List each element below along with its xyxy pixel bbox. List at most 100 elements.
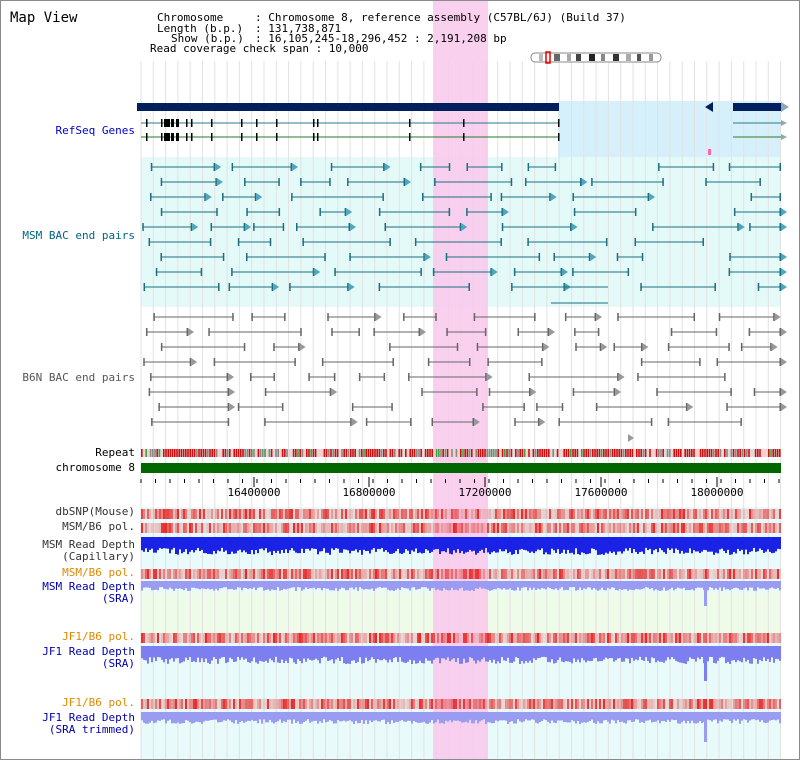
polymorphism-cell xyxy=(333,523,335,533)
depth-bar xyxy=(507,537,509,554)
depth-bar xyxy=(721,712,723,722)
polymorphism-cell xyxy=(701,569,703,579)
polymorphism-cell xyxy=(571,509,573,519)
exon xyxy=(276,119,278,127)
track-label-chromosome[interactable]: chromosome 8 xyxy=(55,461,135,474)
polymorphism-cell xyxy=(399,523,401,533)
depth-bar xyxy=(389,646,391,660)
polymorphism-cell xyxy=(195,569,197,579)
depth-bar xyxy=(489,537,491,555)
track-label-msm-bac[interactable]: MSM BAC end pairs xyxy=(22,229,135,242)
track-label-msm-b6-pol-2[interactable]: MSM/B6 pol. xyxy=(62,566,135,579)
depth-bar xyxy=(595,537,597,551)
depth-bar xyxy=(435,581,437,591)
polymorphism-cell xyxy=(451,569,453,579)
polymorphism-cell xyxy=(189,569,191,579)
depth-bar xyxy=(771,646,773,658)
track-label-msm-depth-sra[interactable]: MSM Read Depth xyxy=(42,580,135,593)
polymorphism-cell xyxy=(201,523,203,533)
polymorphism-cell xyxy=(541,569,543,579)
ideogram-band xyxy=(626,54,631,61)
depth-bar xyxy=(421,712,423,723)
polymorphism-cell xyxy=(377,699,379,709)
depth-bar xyxy=(735,646,737,663)
polymorphism-cell xyxy=(771,699,773,709)
polymorphism-cell xyxy=(355,523,357,533)
polymorphism-cell xyxy=(685,523,687,533)
depth-bar xyxy=(491,537,493,553)
repeat-block xyxy=(504,449,506,457)
track-label-jf1-depth-sra[interactable]: JF1 Read Depth xyxy=(42,645,135,658)
depth-bar xyxy=(601,646,603,662)
depth-bar xyxy=(187,581,189,591)
depth-bar xyxy=(271,712,273,723)
polymorphism-cell xyxy=(593,633,595,643)
track-label-b6n-bac[interactable]: B6N BAC end pairs xyxy=(22,371,135,384)
depth-bar xyxy=(697,537,699,552)
polymorphism-cell xyxy=(641,699,643,709)
polymorphism-cell xyxy=(311,509,313,519)
polymorphism-cell xyxy=(217,699,219,709)
polymorphism-cell xyxy=(275,569,277,579)
repeat-block xyxy=(321,449,323,457)
polymorphism-cell xyxy=(261,523,263,533)
track-label-dbsnp[interactable]: dbSNP(Mouse) xyxy=(55,505,135,518)
polymorphism-cell xyxy=(271,523,273,533)
polymorphism-cell xyxy=(621,509,623,519)
depth-bar xyxy=(317,712,319,724)
polymorphism-cell xyxy=(367,699,369,709)
polymorphism-cell xyxy=(513,633,515,643)
polymorphism-cell xyxy=(197,523,199,533)
polymorphism-cell xyxy=(475,523,477,533)
polymorphism-cell xyxy=(779,523,781,533)
repeat-block xyxy=(332,449,334,457)
repeat-block xyxy=(666,449,669,457)
polymorphism-cell xyxy=(191,569,193,579)
track-label-refseq[interactable]: RefSeq Genes xyxy=(55,124,135,137)
polymorphism-cell xyxy=(673,523,675,533)
depth-bar xyxy=(597,712,599,722)
depth-bar xyxy=(609,712,611,724)
depth-bar xyxy=(185,712,187,721)
depth-bar xyxy=(631,537,633,554)
bac-end xyxy=(153,313,155,321)
track-label-msm-b6-pol[interactable]: MSM/B6 pol. xyxy=(62,520,135,533)
track-label-jf1-b6-pol[interactable]: JF1/B6 pol. xyxy=(62,630,135,643)
polymorphism-cell xyxy=(677,569,679,579)
track-label-jf1-depth-trim[interactable]: JF1 Read Depth xyxy=(42,711,135,724)
track-label-repeat[interactable]: Repeat xyxy=(95,446,135,459)
polymorphism-cell xyxy=(291,633,293,643)
polymorphism-cell xyxy=(249,699,251,709)
track-label-msm-depth-cap[interactable]: MSM Read Depth xyxy=(42,538,135,551)
depth-bar xyxy=(337,581,339,591)
repeat-block xyxy=(202,449,205,457)
depth-bar xyxy=(167,712,169,721)
polymorphism-cell xyxy=(593,523,595,533)
polymorphism-cell xyxy=(485,523,487,533)
polymorphism-cell xyxy=(175,633,177,643)
polymorphism-cell xyxy=(507,509,509,519)
depth-bar xyxy=(343,712,345,721)
depth-bar xyxy=(661,581,663,591)
depth-bar xyxy=(183,646,185,662)
polymorphism-cell xyxy=(695,509,697,519)
polymorphism-cell xyxy=(489,569,491,579)
depth-bar xyxy=(441,581,443,591)
polymorphism-cell xyxy=(237,523,239,533)
repeat-block xyxy=(578,449,581,457)
track-label-jf1-b6-pol-2[interactable]: JF1/B6 pol. xyxy=(62,696,135,709)
depth-bar xyxy=(433,646,435,660)
polymorphism-cell xyxy=(395,699,397,709)
polymorphism-cell xyxy=(509,699,511,709)
depth-bar xyxy=(775,581,777,589)
depth-bar xyxy=(619,537,621,552)
depth-bar xyxy=(523,537,525,550)
polymorphism-cell xyxy=(233,633,235,643)
polymorphism-cell xyxy=(567,633,569,643)
depth-bar xyxy=(189,646,191,657)
bac-end xyxy=(549,193,551,201)
polymorphism-cell xyxy=(305,633,307,643)
polymorphism-cell xyxy=(719,509,721,519)
repeat-block xyxy=(182,449,185,457)
